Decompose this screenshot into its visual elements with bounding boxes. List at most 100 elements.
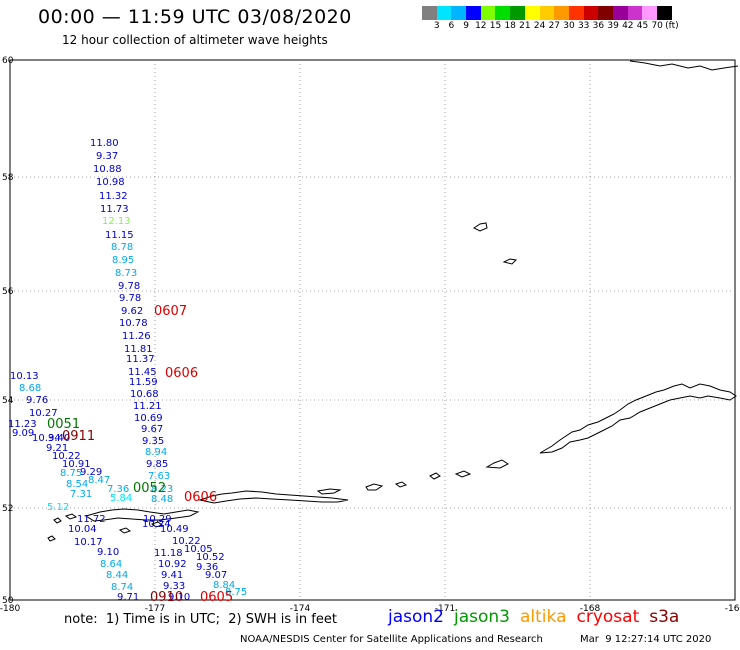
colorbar-label: 21 (519, 21, 531, 31)
colorbar-label: 18 (504, 21, 516, 31)
colorbar-swatch (642, 6, 657, 20)
y-tick-label: 50 (2, 596, 14, 606)
colorbar-label: 33 (577, 21, 590, 31)
colorbar-label: (ft) (665, 21, 679, 31)
colorbar-label: 45 (636, 21, 649, 31)
y-tick-label: 58 (2, 173, 14, 183)
wave-height-label: 11.26 (122, 331, 151, 342)
pribilof-island (473, 222, 488, 232)
satellite-legend: jason2 jason3 altika cryosat s3a (388, 607, 689, 627)
wave-height-label: 9.09 (12, 428, 34, 439)
aleutian-island (118, 527, 132, 534)
colorbar-label: 24 (533, 21, 546, 31)
y-tick-label: 52 (2, 504, 13, 514)
aleutian-island (64, 513, 78, 520)
x-tick-label: -180 (0, 604, 20, 614)
colorbar-label: 12 (475, 21, 487, 31)
wave-height-label: 10.34 (32, 433, 61, 444)
wave-height-label: 8.48 (151, 494, 173, 505)
x-tick-label: -174 (290, 604, 311, 614)
x-tick-label: -171 (435, 604, 455, 614)
x-tick-label: -168 (580, 604, 601, 614)
wave-height-label: 10.24 (142, 519, 171, 530)
wave-height-label: 11.72 (77, 514, 106, 525)
y-tick-label: 54 (2, 396, 14, 406)
pass-time-label: 0052 (133, 481, 166, 496)
wave-height-label: 9.85 (146, 459, 168, 470)
wave-height-label: 9.78 (119, 293, 141, 304)
wave-height-label: 11.73 (100, 204, 129, 215)
wave-height-label: 9.21 (46, 443, 68, 454)
wave-height-label: 10.88 (93, 164, 122, 175)
wave-height-label: 5.84 (110, 493, 132, 504)
wave-height-label: 10.98 (96, 177, 125, 188)
wave-height-label: 10.92 (158, 559, 187, 570)
timestamp: Mar 9 12:27:14 UTC 2020 (580, 634, 712, 645)
aleutian-west (84, 508, 200, 522)
wave-height-label: 10.04 (68, 524, 97, 535)
colorbar-swatch (524, 6, 540, 20)
wave-height-label: 9.76 (26, 395, 48, 406)
map-frame (9, 59, 736, 601)
page-subtitle: 12 hour collection of altimeter wave hei… (62, 33, 328, 47)
wave-height-label: 10.17 (74, 537, 103, 548)
wave-height-label: 8.54 (66, 479, 88, 490)
colorbar (422, 6, 672, 20)
wave-height-label: 7.36 (107, 484, 129, 495)
colorbar-swatch (466, 6, 481, 20)
pribilof-island-2 (502, 258, 518, 265)
pass-time-label: 0605 (200, 590, 233, 605)
wave-height-label: 11.45 (128, 367, 157, 378)
wave-height-label: 9.71 (117, 592, 139, 603)
wave-height-label: 9.36 (196, 562, 218, 573)
wave-height-label: 10.22 (172, 536, 201, 547)
wave-height-label: 8.94 (145, 447, 167, 458)
wave-height-label: 8.95 (112, 255, 134, 266)
wave-height-labels: 11.809.3710.8810.9811.3211.7312.1311.158… (8, 138, 247, 605)
wave-height-label: 8.74 (111, 582, 133, 593)
wave-height-label: 11.81 (124, 344, 153, 355)
wave-height-label: 9.37 (96, 151, 118, 162)
wave-height-label: 10.91 (62, 459, 91, 470)
aleutian-island (394, 481, 408, 488)
wave-height-label: 9.40 (48, 433, 70, 444)
wave-height-label: 10.52 (196, 552, 225, 563)
colorbar-label: 3 (433, 21, 440, 31)
colorbar-swatch (627, 6, 643, 20)
colorbar-label: 36 (592, 21, 605, 31)
wave-height-label: 7.63 (148, 471, 170, 482)
wave-height-label: 9.10 (168, 592, 190, 603)
colorbar-label: 15 (489, 21, 502, 31)
colorbar-swatch (422, 6, 437, 20)
pass-time-label: 0607 (154, 304, 187, 319)
colorbar-label: 6 (448, 21, 455, 31)
colorbar-swatch (583, 6, 599, 20)
coastline (47, 60, 739, 542)
colorbar-swatch (436, 6, 452, 20)
wave-height-label: 10.69 (134, 413, 163, 424)
wave-height-label: 11.32 (99, 191, 128, 202)
aleutian-central (198, 490, 349, 504)
colorbar-label: 9 (463, 21, 469, 31)
wave-height-label: 8.44 (106, 570, 128, 581)
colorbar-label: 30 (563, 21, 575, 31)
colorbar-swatch (554, 6, 569, 20)
colorbar-label: 39 (607, 21, 619, 31)
colorbar-swatch (480, 6, 496, 20)
x-tick-label: -165 (725, 604, 740, 614)
wave-height-label: 11.18 (154, 548, 183, 559)
aleutian-unimak (539, 383, 737, 454)
pass-time-label: 0911 (62, 429, 95, 444)
wave-height-label: 8.84 (213, 580, 235, 591)
wave-height-label: 11.80 (90, 138, 119, 149)
wave-height-label: 8.47 (88, 475, 110, 486)
wave-height-label: 10.29 (143, 514, 172, 525)
pass-time-label: 0051 (47, 417, 80, 432)
wave-height-label: 11.37 (126, 354, 155, 365)
colorbar-swatch (568, 6, 584, 20)
y-tick-label: 56 (2, 287, 14, 297)
wave-height-label: 8.78 (111, 242, 133, 253)
legend-item-jason2: jason2 (388, 607, 444, 627)
y-tick-label: 60 (2, 56, 14, 66)
